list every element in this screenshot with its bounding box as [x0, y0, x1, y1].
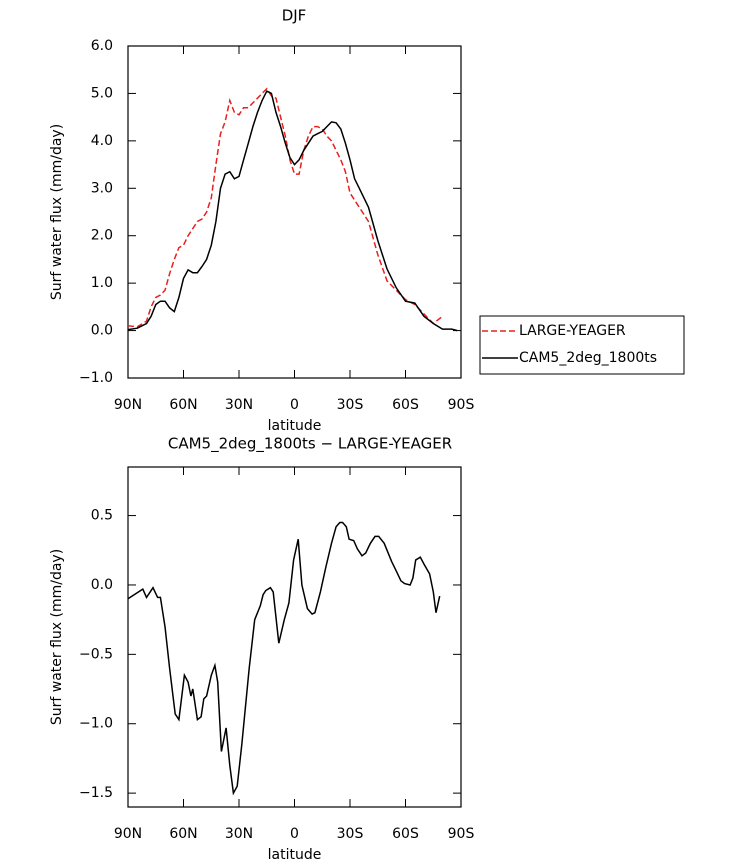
- y-tick-label: 0.0: [91, 577, 113, 593]
- y-tick-label: −1.0: [79, 716, 113, 732]
- x-axis-label: latitude: [268, 847, 322, 863]
- y-tick-label: −1.0: [79, 370, 113, 386]
- y-tick-label: 3.0: [91, 180, 113, 196]
- y-tick-label: 2.0: [91, 228, 113, 244]
- plot-frame: [127, 466, 462, 808]
- y-tick-label: 0.5: [91, 508, 113, 524]
- x-tick-label: 90S: [448, 397, 475, 413]
- data-line: [127, 521, 441, 796]
- x-tick-label: 90N: [114, 397, 142, 413]
- chart-title: CAM5_2deg_1800ts − LARGE-YEAGER: [168, 435, 452, 454]
- y-tick-label: −1.5: [79, 785, 113, 801]
- y-tick-label: 1.0: [91, 275, 113, 291]
- x-tick-label: 30N: [225, 826, 253, 842]
- data-line: [127, 90, 458, 332]
- x-tick-label: 0: [290, 397, 299, 413]
- x-tick-label: 30N: [225, 397, 253, 413]
- x-tick-label: 90N: [114, 826, 142, 842]
- x-tick-label: 60S: [392, 397, 419, 413]
- x-tick-label: 30S: [337, 397, 364, 413]
- y-axis-label: Surf water flux (mm/day): [49, 124, 65, 300]
- legend-label: LARGE-YEAGER: [519, 323, 626, 339]
- legend-box: [479, 315, 685, 375]
- y-tick-label: −0.5: [79, 646, 113, 662]
- y-axis-label: Surf water flux (mm/day): [49, 549, 65, 725]
- legend-label: CAM5_2deg_1800ts: [519, 350, 657, 366]
- y-tick-label: 6.0: [91, 38, 113, 54]
- data-line: [127, 87, 443, 328]
- y-tick-label: 4.0: [91, 133, 113, 149]
- x-tick-label: 90S: [448, 826, 475, 842]
- x-tick-label: 60N: [169, 397, 197, 413]
- x-tick-label: 60S: [392, 826, 419, 842]
- chart-title: DJF: [282, 7, 307, 25]
- x-tick-label: 60N: [169, 826, 197, 842]
- y-tick-label: 0.0: [91, 323, 113, 339]
- x-tick-label: 0: [290, 826, 299, 842]
- x-axis-label: latitude: [268, 418, 322, 434]
- plot-frame: [127, 45, 462, 379]
- x-tick-label: 30S: [337, 826, 364, 842]
- y-tick-label: 5.0: [91, 85, 113, 101]
